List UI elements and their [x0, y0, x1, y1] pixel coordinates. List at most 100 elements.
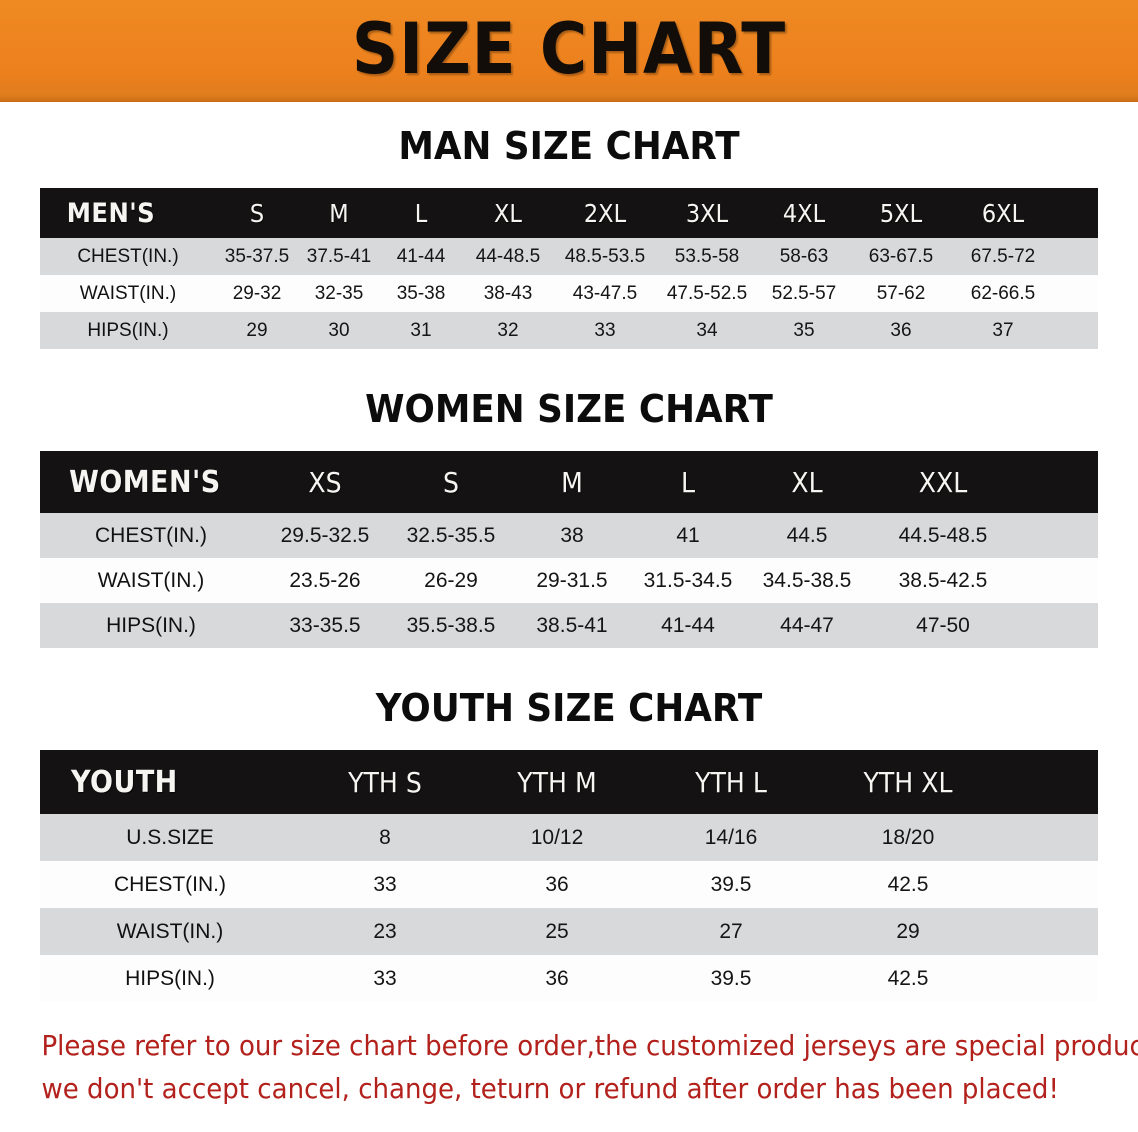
youth-cell-1-2: 39.5 — [710, 872, 752, 896]
women-section-title: WOMEN SIZE CHART — [365, 387, 773, 431]
women-cell-0-spacer — [1018, 513, 1098, 558]
youth-cell-2-1: 25 — [545, 919, 569, 943]
youth-cell-3-spacer — [998, 955, 1098, 1002]
man-cell-0-4: 48.5-53.5 — [564, 245, 646, 267]
man-cell-1-3: 38-43 — [483, 282, 533, 304]
man-cell-2-4: 33 — [594, 319, 616, 341]
man-table-header-row: MEN'S S M L XL 2XL 3XL 4XL 5XL 6XL — [40, 188, 1098, 238]
youth-corner-label: YOUTH — [71, 764, 178, 800]
man-cell-1-spacer — [1054, 275, 1098, 312]
youth-cell-2-spacer — [998, 908, 1098, 955]
women-col-header-2: M — [561, 465, 583, 499]
man-cell-0-3: 44-48.5 — [475, 245, 541, 267]
women-table-header-row: WOMEN'S XS S M L XL XXL — [40, 451, 1098, 513]
man-size-table: MEN'S S M L XL 2XL 3XL 4XL 5XL 6XL CHEST… — [40, 188, 1098, 349]
man-cell-0-0: 35-37.5 — [224, 245, 290, 267]
youth-size-table: YOUTH YTH S YTH M YTH L YTH XL U.S.SIZE … — [40, 750, 1098, 1002]
youth-col-header-2: YTH L — [695, 765, 767, 799]
women-cell-0-4: 44.5 — [786, 523, 828, 547]
youth-cell-1-0: 33 — [373, 872, 397, 896]
women-cell-0-3: 41 — [676, 523, 700, 547]
man-cell-0-8: 67.5-72 — [970, 245, 1036, 267]
man-cell-0-5: 53.5-58 — [674, 245, 740, 267]
youth-col-header-spacer — [1003, 750, 1093, 814]
women-col-header-5: XXL — [918, 465, 968, 499]
man-col-header-spacer — [1056, 188, 1096, 238]
man-size-table-container: MEN'S S M L XL 2XL 3XL 4XL 5XL 6XL CHEST… — [40, 188, 1098, 349]
youth-cell-0-2: 14/16 — [704, 825, 758, 849]
youth-col-header-1: YTH M — [517, 765, 597, 799]
women-row-label-0: CHEST(IN.) — [95, 523, 207, 547]
table-row: U.S.SIZE 8 10/12 14/16 18/20 — [40, 814, 1098, 861]
man-col-header-6: 4XL — [782, 198, 826, 228]
women-cell-1-2: 29-31.5 — [536, 568, 608, 592]
women-cell-1-3: 31.5-34.5 — [643, 568, 733, 592]
youth-cell-3-1: 36 — [545, 966, 569, 990]
man-col-header-2: L — [414, 198, 428, 228]
women-cell-0-0: 29.5-32.5 — [280, 523, 370, 547]
man-cell-2-6: 35 — [793, 319, 815, 341]
disclaimer-line-2: we don't accept cancel, change, teturn o… — [41, 1072, 1059, 1106]
man-col-header-8: 6XL — [981, 198, 1025, 228]
women-cell-0-1: 32.5-35.5 — [406, 523, 496, 547]
women-col-header-1: S — [442, 465, 460, 499]
women-col-header-4: XL — [791, 465, 823, 499]
man-cell-1-6: 52.5-57 — [771, 282, 837, 304]
women-cell-2-4: 44-47 — [780, 613, 834, 637]
youth-row-label-2: WAIST(IN.) — [116, 919, 224, 943]
women-cell-1-spacer — [1018, 558, 1098, 603]
table-row: CHEST(IN.) 33 36 39.5 42.5 — [40, 861, 1098, 908]
women-cell-2-5: 47-50 — [916, 613, 970, 637]
man-cell-2-1: 30 — [328, 319, 350, 341]
youth-cell-3-3: 42.5 — [887, 966, 929, 990]
youth-cell-0-0: 8 — [379, 825, 391, 849]
man-cell-2-2: 31 — [410, 319, 432, 341]
women-cell-2-1: 35.5-38.5 — [406, 613, 496, 637]
man-col-header-4: 2XL — [583, 198, 627, 228]
women-cell-1-1: 26-29 — [424, 568, 478, 592]
man-cell-2-spacer — [1054, 312, 1098, 349]
man-cell-2-5: 34 — [696, 319, 718, 341]
man-cell-0-2: 41-44 — [396, 245, 446, 267]
man-col-header-7: 5XL — [879, 198, 923, 228]
man-cell-1-5: 47.5-52.5 — [666, 282, 748, 304]
women-col-header-spacer — [1022, 451, 1094, 513]
man-cell-1-8: 62-66.5 — [970, 282, 1036, 304]
youth-row-label-1: CHEST(IN.) — [114, 872, 226, 896]
man-cell-2-0: 29 — [246, 319, 268, 341]
youth-cell-0-1: 10/12 — [530, 825, 584, 849]
women-size-table: WOMEN'S XS S M L XL XXL CHEST(IN.) 29.5-… — [40, 451, 1098, 648]
table-row: CHEST(IN.) 35-37.5 37.5-41 41-44 44-48.5… — [40, 238, 1098, 275]
man-col-header-0: S — [249, 198, 265, 228]
women-cell-1-4: 34.5-38.5 — [762, 568, 852, 592]
youth-cell-1-spacer — [998, 861, 1098, 908]
women-corner-label: WOMEN'S — [69, 464, 221, 500]
youth-col-header-3: YTH XL — [863, 765, 953, 799]
man-cell-2-8: 37 — [992, 319, 1014, 341]
youth-size-table-container: YOUTH YTH S YTH M YTH L YTH XL U.S.SIZE … — [40, 750, 1098, 1002]
man-col-header-3: XL — [494, 198, 522, 228]
women-cell-2-2: 38.5-41 — [536, 613, 608, 637]
table-row: HIPS(IN.) 33 36 39.5 42.5 — [40, 955, 1098, 1002]
women-row-label-1: WAIST(IN.) — [97, 568, 205, 592]
women-cell-1-5: 38.5-42.5 — [898, 568, 988, 592]
table-row: WAIST(IN.) 23.5-26 26-29 29-31.5 31.5-34… — [40, 558, 1098, 603]
table-row: HIPS(IN.) 29 30 31 32 33 34 35 36 37 — [40, 312, 1098, 349]
women-cell-1-0: 23.5-26 — [289, 568, 361, 592]
man-col-header-1: M — [329, 198, 349, 228]
order-policy-disclaimer: Please refer to our size chart before or… — [21, 1024, 1138, 1111]
youth-cell-0-3: 18/20 — [881, 825, 935, 849]
page-title: SIZE CHART — [351, 8, 787, 90]
women-cell-0-2: 38 — [560, 523, 584, 547]
women-cell-2-3: 41-44 — [661, 613, 715, 637]
man-row-label-2: HIPS(IN.) — [87, 319, 169, 341]
youth-table-header-row: YOUTH YTH S YTH M YTH L YTH XL — [40, 750, 1098, 814]
youth-cell-3-2: 39.5 — [710, 966, 752, 990]
man-cell-0-6: 58-63 — [779, 245, 829, 267]
table-row: CHEST(IN.) 29.5-32.5 32.5-35.5 38 41 44.… — [40, 513, 1098, 558]
man-cell-0-spacer — [1054, 238, 1098, 275]
women-cell-2-spacer — [1018, 603, 1098, 648]
man-cell-0-1: 37.5-41 — [306, 245, 372, 267]
man-cell-0-7: 63-67.5 — [868, 245, 934, 267]
table-row: WAIST(IN.) 29-32 32-35 35-38 38-43 43-47… — [40, 275, 1098, 312]
